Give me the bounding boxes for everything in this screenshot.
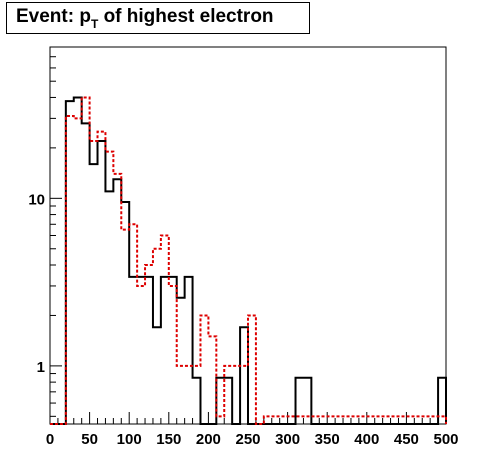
x-tick-label: 450 (394, 431, 419, 448)
title-prefix: Event: p (16, 6, 91, 27)
x-tick-label: 50 (81, 431, 98, 448)
x-tick-label: 300 (275, 431, 300, 448)
y-tick-label: 1 (37, 359, 45, 376)
x-tick-label: 150 (156, 431, 181, 448)
histogram-series-black (50, 96, 447, 425)
histogram-series-red (50, 96, 447, 425)
x-tick-label: 0 (46, 431, 54, 448)
x-tick-label: 100 (117, 431, 142, 448)
title-suffix: of highest electron (98, 6, 274, 27)
chart-title: Event: pT of highest electron (16, 6, 274, 31)
title-box: Event: pT of highest electron (6, 2, 310, 34)
x-tick-label: 250 (235, 431, 260, 448)
x-tick-label: 500 (433, 431, 458, 448)
x-tick-label: 350 (315, 431, 340, 448)
x-tick-label: 400 (354, 431, 379, 448)
x-tick-label: 200 (196, 431, 221, 448)
title-subscript: T (90, 17, 99, 31)
y-tick-label: 10 (28, 191, 45, 208)
